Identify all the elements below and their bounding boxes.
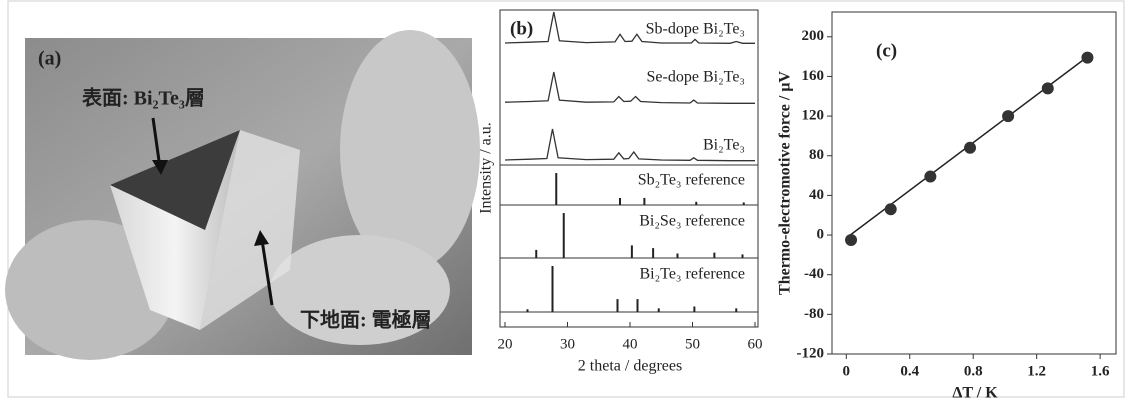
- pattern-label: Sb-dope Bi₂Te₃: [646, 21, 745, 38]
- data-point: [964, 141, 977, 154]
- photo-panel: (a) 表面: Bi₂Te₃層 下地面: 電極層: [5, 30, 480, 360]
- data-point: [884, 203, 897, 216]
- arrow: [151, 117, 162, 169]
- arrowhead: [254, 230, 269, 246]
- data-point: [1041, 82, 1054, 95]
- arrow: [260, 239, 274, 306]
- xrd-pattern: [504, 71, 755, 104]
- y-tick-label: 0: [817, 226, 825, 242]
- data-point: [1002, 110, 1015, 123]
- reference-label: Bi₂Se₃ reference: [639, 213, 745, 230]
- y-axis-label: Intensity / a.u.: [478, 122, 495, 214]
- y-tick-label: 120: [802, 108, 825, 124]
- plot-frame: [831, 11, 1117, 355]
- annotation: 表面: Bi₂Te₃層: [82, 86, 205, 110]
- x-tick-label: 1.6: [1091, 363, 1110, 379]
- film-surface: [110, 130, 240, 230]
- reference-label: Bi₂Te₃ reference: [639, 266, 745, 283]
- x-tick-label: 20: [498, 336, 513, 352]
- y-tick-label: 160: [802, 68, 825, 84]
- x-tick-label: 1.2: [1027, 363, 1046, 379]
- x-tick-label: 50: [685, 336, 700, 352]
- finger: [340, 30, 480, 270]
- data-point: [924, 170, 937, 183]
- film-roll: [200, 130, 300, 330]
- data-point: [1081, 51, 1094, 64]
- x-tick-label: 60: [748, 336, 763, 352]
- y-tick-label: -80: [804, 306, 824, 322]
- xrd-panel: 20 30 40 50 60 2 theta / degrees Intensity / a…: [478, 9, 763, 375]
- y-tick-label: 200: [802, 28, 825, 44]
- xrd-pattern: [504, 128, 755, 162]
- y-tick-label: 40: [809, 187, 824, 203]
- panel-label: (c): [876, 40, 897, 61]
- arrowhead: [152, 160, 168, 175]
- x-tick-label: 30: [560, 336, 575, 352]
- x-tick-label: 0: [843, 363, 851, 379]
- y-tick-label: 80: [809, 147, 824, 163]
- data-point: [845, 234, 858, 246]
- y-tick-label: -40: [804, 266, 824, 282]
- scatter-panel: -120 -80 -40 0 40 80 120 160 200 0 0.4 0.8 1.2 1.6 ΔT …: [777, 11, 1117, 402]
- pattern-label: Bi₂Te₃: [703, 137, 745, 154]
- reference-label: Sb₂Te₃ reference: [638, 172, 745, 189]
- x-axis-label: 2 theta / degrees: [578, 358, 682, 375]
- annotation: 下地面: 電極層: [300, 308, 432, 332]
- y-axis-label: Thermo-electromotive force / μV: [777, 71, 794, 295]
- figure-frame: [7, 0, 1125, 398]
- panel-label: (a): [38, 48, 61, 70]
- x-tick-label: 0.4: [900, 363, 919, 379]
- y-tick-label: -120: [797, 345, 825, 361]
- xrd-pattern: [504, 11, 755, 44]
- pattern-label: Se-dope Bi₂Te₃: [647, 69, 745, 86]
- panel-label: (b): [510, 18, 533, 39]
- x-tick-label: 40: [623, 336, 638, 352]
- x-tick-label: 0.8: [964, 363, 983, 379]
- finger: [270, 235, 450, 345]
- plot-frame: [499, 9, 759, 328]
- x-axis-label: ΔT / K: [952, 385, 998, 402]
